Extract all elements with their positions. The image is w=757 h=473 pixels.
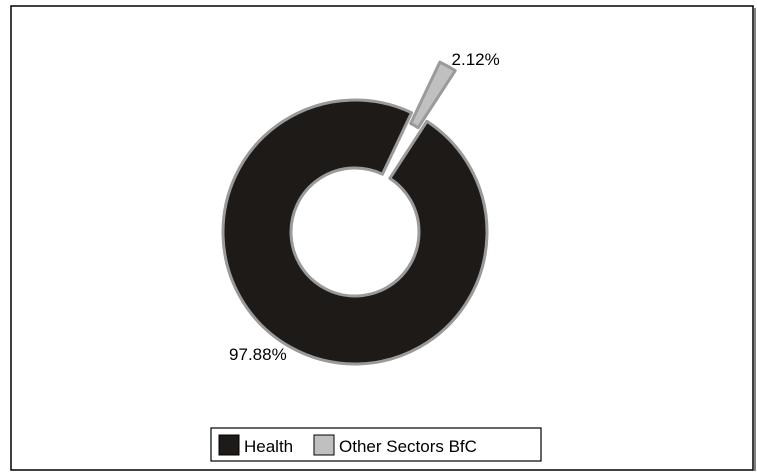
pie-slice-other-sectors-bfc	[409, 60, 457, 130]
pie-slices	[221, 60, 489, 366]
data-label-health: 97.88%	[229, 345, 287, 364]
legend-label-health: Health	[244, 437, 293, 456]
slice-labels: 97.88% 2.12%	[229, 50, 500, 364]
legend-label-other-sectors: Other Sectors BfC	[339, 437, 477, 456]
data-label-other-sectors-bfc: 2.12%	[452, 50, 500, 69]
legend-swatch-other-sectors	[313, 434, 335, 456]
legend-swatch-health	[218, 434, 240, 456]
legend-box	[210, 427, 542, 462]
plot-border	[10, 5, 754, 471]
legend: Health Other Sectors BfC	[210, 427, 542, 462]
pie-slice-health	[221, 98, 489, 366]
